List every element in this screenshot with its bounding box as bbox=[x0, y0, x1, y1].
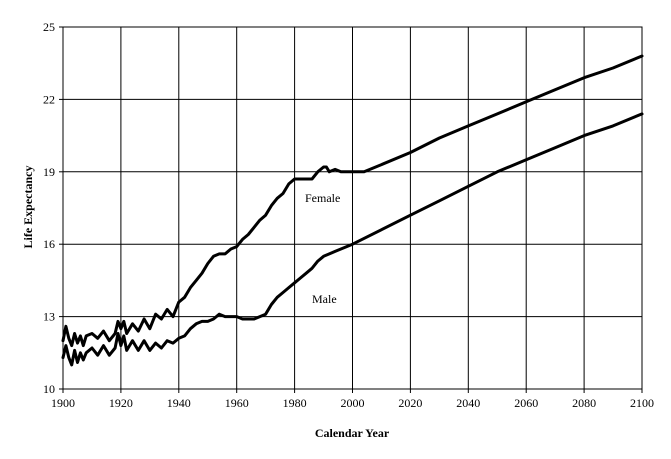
y-tick-label-16: 16 bbox=[43, 237, 55, 251]
y-tick-label-13: 13 bbox=[43, 310, 55, 324]
x-tick-label-2100: 2100 bbox=[630, 396, 654, 410]
x-tick-label-1920: 1920 bbox=[109, 396, 133, 410]
series-label-female: Female bbox=[305, 191, 340, 205]
y-tick-label-19: 19 bbox=[43, 165, 55, 179]
x-tick-label-1960: 1960 bbox=[225, 396, 249, 410]
x-tick-label-2080: 2080 bbox=[572, 396, 596, 410]
x-tick-label-2020: 2020 bbox=[398, 396, 422, 410]
y-tick-label-22: 22 bbox=[43, 92, 55, 106]
series-label-male: Male bbox=[312, 292, 337, 306]
x-axis-title: Calendar Year bbox=[315, 426, 390, 440]
series-lines bbox=[61, 54, 644, 367]
x-tick-label-1900: 1900 bbox=[51, 396, 75, 410]
x-axis-ticks: 1900 1920 1940 1960 1980 2000 2020 2040 2060 2080… bbox=[51, 389, 654, 410]
x-tick-label-1940: 1940 bbox=[167, 396, 191, 410]
series-line-male bbox=[61, 112, 644, 367]
x-tick-label-2000: 2000 bbox=[341, 396, 365, 410]
y-axis-ticks: 10 13 16 19 22 25 bbox=[43, 20, 63, 396]
grid-lines bbox=[62, 26, 643, 390]
y-tick-label-25: 25 bbox=[43, 20, 55, 34]
y-axis-title: Life Expectancy bbox=[21, 166, 35, 249]
x-tick-label-1980: 1980 bbox=[283, 396, 307, 410]
x-tick-label-2060: 2060 bbox=[514, 396, 538, 410]
series-line-female bbox=[61, 54, 644, 348]
x-tick-label-2040: 2040 bbox=[456, 396, 480, 410]
y-tick-label-10: 10 bbox=[43, 382, 55, 396]
